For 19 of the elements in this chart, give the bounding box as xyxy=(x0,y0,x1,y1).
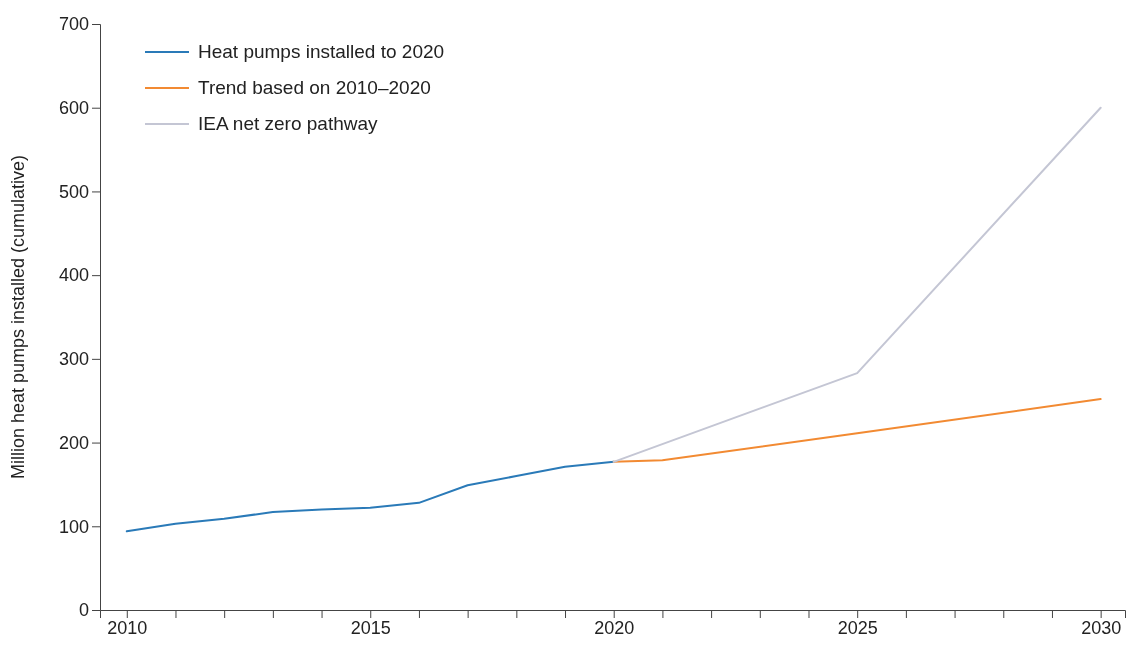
x-tick-label: 2025 xyxy=(837,617,878,638)
x-tick-label: 2020 xyxy=(594,617,635,638)
y-tick-label: 700 xyxy=(58,14,89,35)
x-tick-label: 2015 xyxy=(350,617,391,638)
legend-label: IEA net zero pathway xyxy=(198,113,379,134)
y-tick-label: 600 xyxy=(58,97,89,118)
y-tick-label: 500 xyxy=(58,181,89,202)
y-tick-label: 100 xyxy=(58,516,89,537)
x-tick-label: 2030 xyxy=(1081,617,1122,638)
legend-label: Heat pumps installed to 2020 xyxy=(198,41,445,62)
y-tick-label: 300 xyxy=(58,349,89,370)
y-tick-label: 0 xyxy=(78,600,89,621)
y-axis-title: Million heat pumps installed (cumulative) xyxy=(8,154,28,480)
y-tick-label: 400 xyxy=(58,265,89,286)
legend-label: Trend based on 2010–2020 xyxy=(198,77,431,98)
line-series xyxy=(612,398,1102,463)
y-tick-label: 200 xyxy=(58,432,89,453)
x-tick-label: 2010 xyxy=(107,617,148,638)
line-series xyxy=(125,460,615,533)
